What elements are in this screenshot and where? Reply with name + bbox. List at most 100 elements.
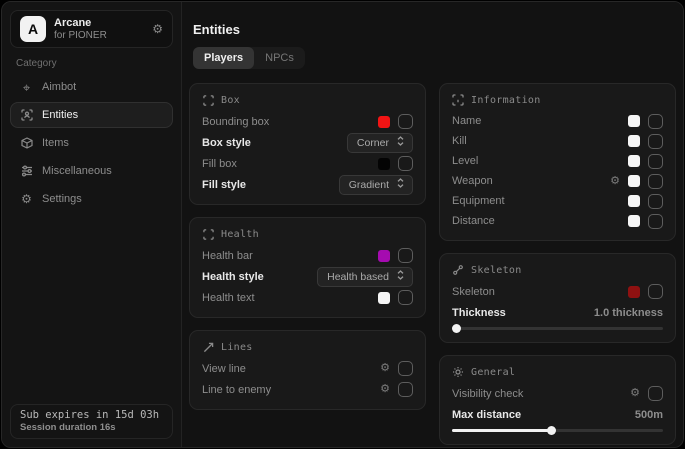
color-swatch[interactable] (378, 157, 390, 170)
color-swatch[interactable] (628, 115, 640, 127)
card-title: Information (471, 94, 541, 106)
page-title: Entities (193, 22, 240, 37)
row-controls: 1.0 thickness (594, 307, 663, 319)
sidebar-item-label: Entities (42, 109, 79, 121)
sidebar-item-settings[interactable]: ⚙ Settings (10, 186, 173, 212)
row-controls: 500m (635, 409, 663, 421)
color-swatch[interactable] (628, 215, 640, 227)
sidebar-item-label: Aimbot (42, 81, 77, 93)
checkbox-fill-box[interactable] (398, 156, 413, 171)
row-label: Line to enemy (202, 383, 272, 396)
row-settings-gear-icon[interactable]: ⚙ (630, 387, 640, 399)
brand-text: Arcane for PIONER (54, 17, 144, 41)
slider-thumb[interactable] (547, 426, 557, 435)
checkbox-line-to-enemy[interactable] (398, 382, 413, 397)
brand-settings-gear-icon[interactable]: ⚙ (152, 22, 163, 36)
row-label: Bounding box (202, 115, 270, 128)
tab-players[interactable]: Players (193, 47, 255, 69)
row-label: Thickness (452, 306, 506, 319)
row-label: Box style (202, 136, 251, 149)
app-subtitle: for PIONER (54, 29, 107, 41)
session-duration-text: Session duration 16s (20, 422, 116, 433)
checkbox-equipment[interactable] (648, 193, 663, 209)
row-health-style: Health style Health based (202, 266, 413, 287)
card-header: Health (202, 226, 413, 242)
crosshair-icon: ⌖ (22, 79, 31, 95)
sub-expiry-text: Sub expires in 15d 03h (20, 409, 160, 421)
slider-thumb[interactable] (452, 324, 461, 333)
app-title: Arcane (54, 16, 92, 29)
checkbox-name[interactable] (648, 113, 663, 129)
category-label: Category (16, 58, 57, 69)
card-header: Information (452, 92, 663, 108)
row-health-bar: Health bar (202, 245, 413, 266)
sidebar-item-miscellaneous[interactable]: Miscellaneous (10, 158, 173, 184)
sun-icon (452, 366, 464, 378)
right-column: Information Name Kill Level Weapon ⚙ Equipment… (439, 83, 676, 445)
row-controls: ⚙ (630, 386, 663, 401)
dropdown-box-style[interactable]: Corner (346, 132, 413, 153)
dropdown-health-style[interactable]: Health based (317, 266, 413, 287)
row-settings-gear-icon[interactable]: ⚙ (610, 174, 620, 187)
sidebar-item-items[interactable]: Items (10, 130, 173, 156)
color-swatch[interactable] (378, 115, 390, 128)
left-column: Box Bounding box Box style Corner Fill box Fi… (189, 83, 426, 410)
row-max-distance: Max distance 500m (452, 404, 663, 425)
checkbox-health-bar[interactable] (398, 248, 413, 263)
checkbox-visibility-check[interactable] (648, 386, 663, 401)
row-controls (628, 284, 663, 299)
unfold-icon (396, 270, 405, 283)
entities-scan-icon (20, 109, 33, 122)
sidebar-item-entities[interactable]: Entities (10, 102, 173, 128)
sidebar-item-label: Settings (42, 193, 82, 205)
checkbox-weapon[interactable] (648, 173, 663, 189)
row-settings-gear-icon[interactable]: ⚙ (380, 383, 390, 395)
entity-type-tabs: Players NPCs (193, 47, 305, 69)
checkbox-level[interactable] (648, 153, 663, 169)
checkbox-view-line[interactable] (398, 361, 413, 376)
checkbox-skeleton[interactable] (648, 284, 663, 299)
row-distance: Distance (452, 211, 663, 231)
dropdown-value: Health based (327, 270, 389, 283)
card-skeleton: Skeleton Skeleton Thickness 1.0 thickness (439, 253, 676, 343)
row-line-to-enemy: Line to enemy ⚙ (202, 379, 413, 400)
row-controls: Corner (346, 132, 413, 153)
color-swatch[interactable] (378, 291, 390, 304)
checkbox-bounding-box[interactable] (398, 114, 413, 129)
sidebar-nav: ⌖ Aimbot Entities Items Miscellaneous ⚙ Settin… (10, 74, 173, 212)
dropdown-fill-style[interactable]: Gradient (338, 174, 413, 195)
row-thickness: Thickness 1.0 thickness (452, 302, 663, 323)
color-swatch[interactable] (628, 285, 640, 298)
card-title: General (471, 366, 516, 378)
sliders-icon (20, 165, 33, 178)
sidebar-item-aimbot[interactable]: ⌖ Aimbot (10, 74, 173, 100)
card-header: Box (202, 92, 413, 108)
row-label: Distance (452, 215, 495, 227)
checkbox-health-text[interactable] (398, 290, 413, 305)
sidebar-item-label: Items (42, 137, 69, 149)
color-swatch[interactable] (378, 249, 390, 262)
slider-max-distance[interactable] (452, 426, 663, 435)
row-label: Health style (202, 270, 264, 283)
row-level: Level (452, 151, 663, 171)
bone-icon (452, 264, 464, 276)
row-controls (378, 114, 413, 129)
color-swatch[interactable] (628, 155, 640, 167)
checkbox-distance[interactable] (648, 213, 663, 229)
tab-npcs[interactable]: NPCs (265, 52, 294, 64)
color-swatch[interactable] (628, 195, 640, 207)
row-settings-gear-icon[interactable]: ⚙ (380, 362, 390, 374)
checkbox-kill[interactable] (648, 133, 663, 149)
slider-thickness[interactable] (452, 324, 663, 333)
dropdown-value: Gradient (348, 178, 389, 191)
card-general: General Visibility check ⚙ Max distance 500m (439, 355, 676, 445)
color-swatch[interactable] (628, 135, 640, 147)
subscription-info-box: Sub expires in 15d 03h Session duration … (10, 404, 173, 439)
row-label: View line (202, 362, 246, 375)
slider-value: 500m (634, 408, 663, 421)
row-label: Skeleton (452, 285, 495, 298)
card-title: Health (221, 228, 259, 240)
color-swatch[interactable] (628, 175, 640, 187)
row-controls (628, 133, 663, 149)
row-label: Kill (452, 135, 467, 147)
